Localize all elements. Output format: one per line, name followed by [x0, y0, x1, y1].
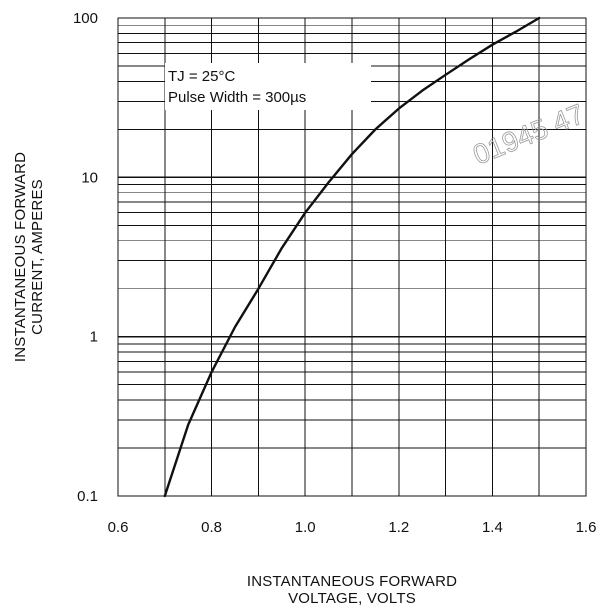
- x-axis-title-line: INSTANTANEOUS FORWARD: [247, 573, 457, 590]
- x-tick-label: 1.0: [295, 519, 316, 536]
- watermark: 01945 47: [468, 98, 589, 171]
- watermark-text: 01945 47: [469, 98, 589, 170]
- y-tick-label: 100: [73, 10, 98, 27]
- y-tick-label: 1: [90, 329, 98, 346]
- x-axis-title-line: VOLTAGE, VOLTS: [288, 590, 416, 607]
- x-tick-label: 1.6: [576, 519, 597, 536]
- y-axis-title: INSTANTANEOUS FORWARD CURRENT, AMPERES: [12, 152, 46, 362]
- y-axis-title-line: INSTANTANEOUS FORWARD: [12, 152, 29, 362]
- x-tick-label: 0.8: [201, 519, 222, 536]
- chart-annotation: TJ = 25°C Pulse Width = 300µs: [165, 63, 371, 110]
- data-series: [163, 16, 541, 498]
- y-axis-title-line: CURRENT, AMPERES: [29, 179, 46, 335]
- tick-labels: 0.6 0.8 1.0 1.2 1.4 1.6 0.1 1 10 100: [73, 10, 596, 536]
- annotation-temperature: TJ = 25°C: [168, 68, 235, 85]
- y-tick-label: 0.1: [77, 488, 98, 505]
- x-tick-label: 1.4: [482, 519, 503, 536]
- annotation-background: [165, 63, 371, 110]
- chart-axes: [117, 17, 587, 497]
- plot-border: [117, 17, 587, 497]
- y-tick-label: 10: [81, 169, 98, 186]
- x-tick-label: 0.6: [108, 519, 129, 536]
- annotation-pulse-width: Pulse Width = 300µs: [168, 89, 306, 106]
- forward-current-curve: [163, 16, 541, 498]
- x-tick-label: 1.2: [388, 519, 409, 536]
